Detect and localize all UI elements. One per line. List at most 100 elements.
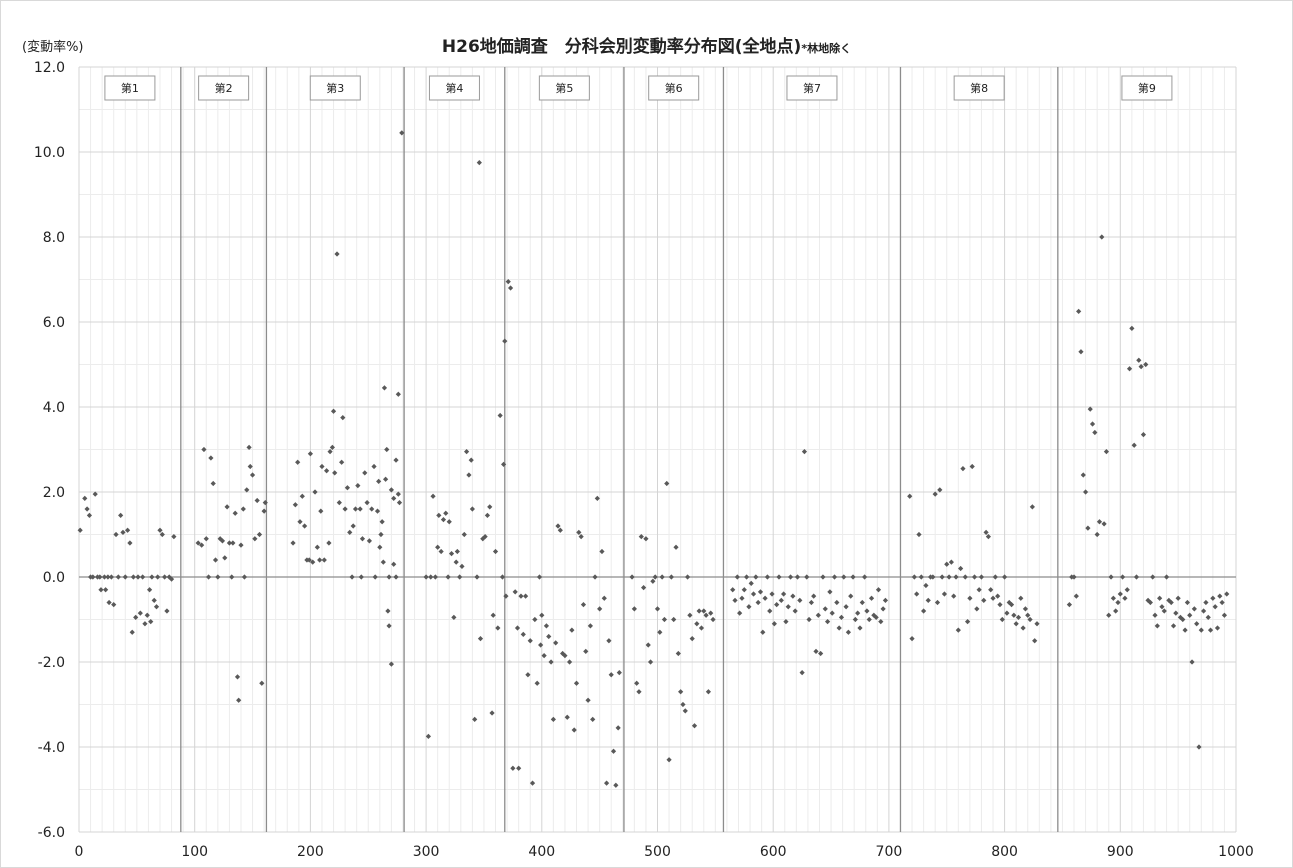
data-point	[654, 606, 661, 612]
data-point	[222, 555, 228, 561]
data-point	[124, 527, 131, 533]
data-point	[790, 593, 796, 599]
data-point	[352, 506, 359, 512]
data-point	[171, 534, 177, 540]
data-point	[1168, 599, 1174, 606]
data-point	[732, 597, 738, 603]
data-point	[482, 534, 488, 540]
data-point	[507, 285, 514, 291]
data-point	[1201, 608, 1207, 614]
data-point	[799, 670, 805, 676]
data-point	[82, 495, 88, 501]
data-point	[113, 531, 119, 538]
data-point	[734, 574, 740, 580]
data-point	[219, 538, 226, 544]
data-point	[344, 485, 351, 491]
data-point	[1106, 612, 1112, 618]
data-point	[229, 574, 235, 580]
data-point	[395, 491, 401, 497]
data-point	[914, 591, 920, 597]
data-point	[708, 610, 714, 616]
data-point	[520, 631, 526, 637]
data-point	[1191, 606, 1197, 612]
data-point	[234, 674, 241, 680]
data-point	[691, 723, 698, 729]
data-point	[118, 512, 124, 518]
data-point	[958, 565, 964, 572]
data-point	[358, 574, 364, 580]
data-point	[425, 733, 432, 739]
data-point	[459, 563, 465, 569]
data-point	[443, 510, 449, 516]
data-point	[576, 529, 582, 535]
data-point	[564, 714, 570, 720]
x-tick-label: 300	[413, 844, 440, 860]
data-point	[92, 491, 98, 497]
data-point	[246, 444, 252, 450]
data-point	[875, 587, 882, 593]
data-point	[1182, 627, 1188, 633]
data-point	[334, 251, 340, 257]
data-point	[350, 523, 356, 529]
data-point	[144, 612, 150, 618]
data-point	[310, 559, 316, 565]
data-point	[393, 574, 399, 580]
data-point	[592, 574, 598, 580]
data-point	[578, 534, 584, 540]
data-point	[381, 385, 388, 391]
data-point	[616, 670, 622, 676]
data-point	[1175, 595, 1181, 601]
data-point	[436, 512, 442, 518]
data-point	[330, 408, 337, 414]
data-point	[457, 574, 463, 580]
segment-label: 第7	[803, 81, 821, 95]
data-point	[249, 472, 256, 478]
data-point	[523, 593, 529, 599]
data-point	[212, 557, 219, 563]
data-point	[571, 727, 577, 733]
data-point	[969, 463, 975, 470]
data-point	[146, 587, 153, 593]
data-point	[518, 593, 524, 599]
data-point	[129, 629, 135, 635]
data-point	[1203, 599, 1209, 606]
data-point	[550, 716, 556, 722]
data-point	[534, 680, 540, 686]
data-point	[1002, 574, 1008, 580]
data-point	[997, 602, 1003, 608]
data-point	[541, 653, 547, 659]
data-point	[1124, 587, 1130, 593]
data-point	[776, 574, 782, 580]
data-point	[438, 548, 444, 555]
y-tick-label: -2.0	[38, 655, 65, 671]
data-point	[295, 459, 301, 465]
data-point	[1025, 612, 1031, 618]
data-point	[451, 614, 457, 620]
data-point	[937, 487, 943, 493]
data-point	[792, 608, 798, 614]
data-point	[1152, 612, 1158, 618]
data-point	[446, 519, 452, 525]
data-point	[366, 538, 373, 544]
data-point	[122, 574, 128, 580]
x-tick-label: 100	[181, 844, 208, 860]
data-point	[532, 616, 538, 623]
data-point	[347, 529, 353, 535]
data-point	[318, 508, 324, 514]
data-point	[241, 574, 248, 580]
data-point	[312, 489, 318, 495]
x-tick-label: 800	[991, 844, 1018, 860]
data-point	[374, 508, 381, 514]
data-point	[386, 623, 392, 629]
data-point	[955, 627, 961, 633]
data-point	[671, 616, 677, 623]
x-tick-label: 700	[876, 844, 903, 860]
data-point	[907, 493, 913, 499]
data-point	[516, 765, 522, 771]
data-point	[195, 540, 201, 546]
data-point	[546, 633, 552, 640]
data-point	[1101, 521, 1107, 527]
x-tick-label: 500	[644, 844, 671, 860]
data-point	[1022, 606, 1029, 612]
